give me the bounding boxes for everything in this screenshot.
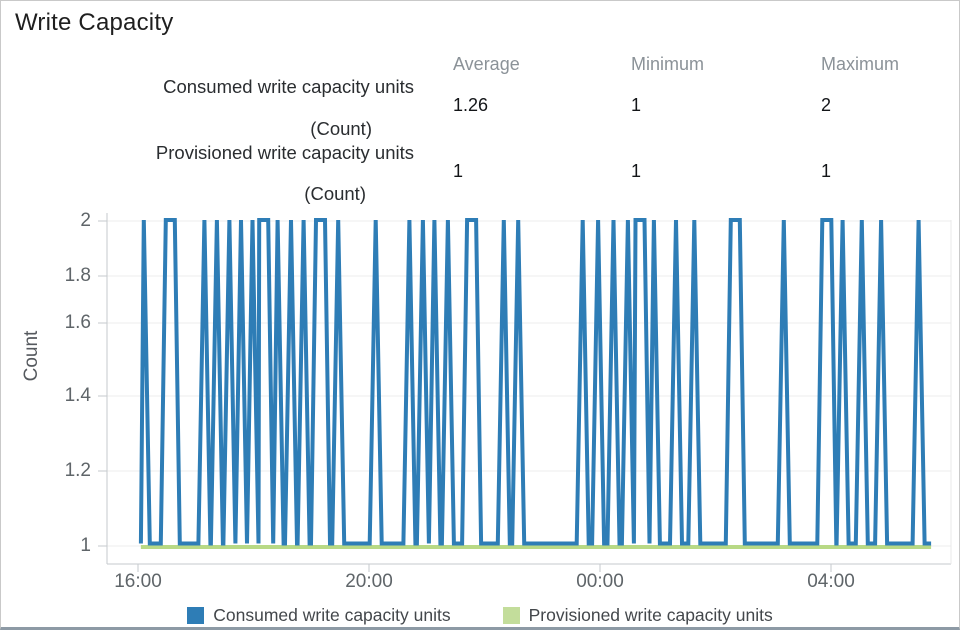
- stats-row-unit-consumed: (Count): [310, 118, 372, 139]
- page-title: Write Capacity: [15, 9, 174, 36]
- legend-label-consumed: Consumed write capacity units: [213, 604, 451, 625]
- provisioned-series-swatch: [502, 606, 520, 624]
- stat-consumed-average: 1.26: [453, 95, 489, 115]
- y-tick-label: 1.6: [64, 312, 91, 333]
- x-tick-label: 16:00: [114, 571, 162, 592]
- stats-column-header-maximum: Maximum: [821, 54, 900, 74]
- y-tick-label: 1.2: [64, 460, 91, 481]
- stats-row-unit-provisioned: (Count): [304, 183, 366, 204]
- y-tick-label: 1: [80, 535, 91, 556]
- stats-column-header-average: Average: [453, 54, 520, 74]
- stat-provisioned-minimum: 1: [631, 161, 642, 181]
- legend-label-provisioned: Provisioned write capacity units: [528, 604, 773, 625]
- stats-column-header-minimum: Minimum: [631, 54, 705, 74]
- consumed-series-swatch: [187, 606, 205, 624]
- y-tick-label: 1.4: [64, 385, 91, 406]
- legend-item-provisioned: Provisioned write capacity units: [502, 604, 773, 626]
- stat-consumed-maximum: 2: [821, 95, 832, 115]
- x-tick-label: 00:00: [576, 571, 624, 592]
- stat-consumed-minimum: 1: [631, 95, 642, 115]
- chart-legend: Consumed write capacity units Provisione…: [1, 604, 959, 626]
- x-tick-label: 04:00: [807, 571, 855, 592]
- stat-provisioned-maximum: 1: [821, 161, 832, 181]
- y-tick-label: 2: [80, 210, 91, 231]
- y-tick-label: 1.8: [64, 265, 91, 286]
- stats-row-label-consumed: Consumed write capacity units: [163, 76, 414, 97]
- consumed-series-line: [138, 218, 932, 546]
- x-tick-label: 20:00: [345, 571, 393, 592]
- stat-provisioned-average: 1: [453, 161, 464, 181]
- legend-item-consumed: Consumed write capacity units: [187, 604, 451, 626]
- stats-row-label-provisioned: Provisioned write capacity units: [155, 142, 414, 163]
